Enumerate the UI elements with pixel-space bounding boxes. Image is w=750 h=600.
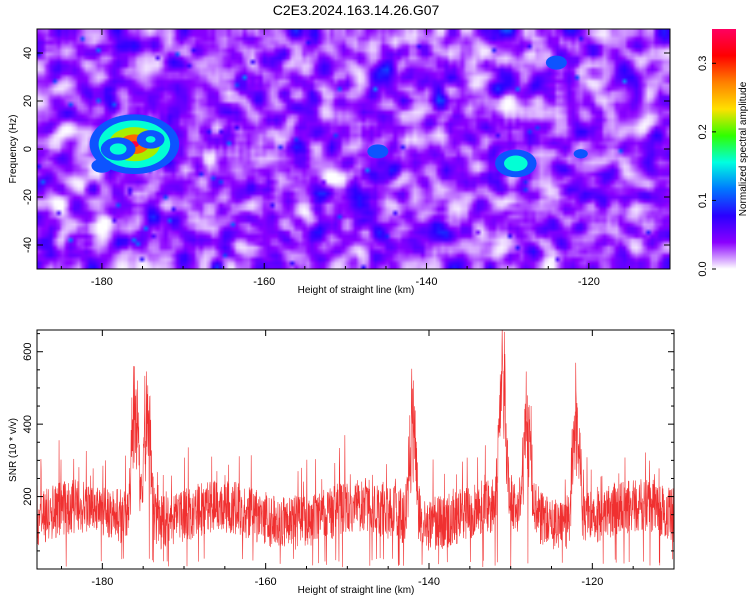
heatmap-hotspot-7-ring-0	[545, 55, 567, 70]
snr-ytick-label: 200	[22, 487, 34, 505]
heatmap-hotspot-1-ring-1	[109, 143, 127, 155]
heatmap-xtick-label: -160	[253, 276, 275, 288]
colorbar: 0.0 0.1 0.2 0.3 Normalized spectral amplitu…	[697, 29, 749, 277]
snr-xtick-label: -120	[581, 576, 603, 588]
snr-ylabel: SNR (10 * v/v)	[8, 418, 19, 482]
colorbar-tick-label: 0.3	[697, 56, 709, 71]
heatmap-hotspot-3-ring-1	[504, 155, 528, 172]
snr-xtick-label: -180	[91, 576, 113, 588]
colorbar-label: Normalized spectral amplitude	[738, 81, 749, 216]
snr-ytick-label: 400	[22, 415, 34, 433]
snr-panel: -180 -160 -140 -120 200 400 600 Height of stra…	[8, 329, 675, 596]
heatmap-xlabel: Height of straight line (km)	[298, 285, 415, 296]
heatmap-panel: -180 -160 -140 -120 -40 -20 0 20 40 Height of st…	[8, 28, 671, 296]
snr-xtick-label: -140	[418, 576, 440, 588]
colorbar-tick-label: 0.1	[697, 193, 709, 208]
colorbar-tick-label: 0.0	[697, 261, 709, 276]
heatmap-xtick-label: -140	[416, 276, 438, 288]
snr-frame	[36, 329, 675, 570]
heatmap-hotspot-2-ring-1	[145, 136, 156, 143]
heatmap-xtick-label: -120	[578, 276, 600, 288]
colorbar-tick-label: 0.2	[697, 124, 709, 139]
snr-series-line	[37, 330, 674, 568]
heatmap-ylabel: Frequency (Hz)	[8, 115, 19, 184]
heatmap-hotspot-5-ring-0	[573, 149, 588, 159]
snr-xtick-label: -160	[255, 576, 277, 588]
heatmap-ytick-label: 0	[22, 146, 34, 152]
heatmap-ytick-label: 20	[22, 95, 34, 107]
colorbar-gradient	[712, 29, 736, 269]
heatmap-ytick-label: 40	[22, 47, 34, 59]
heatmap-ytick-label: -40	[22, 237, 34, 253]
colorbar-ticks: 0.0 0.1 0.2 0.3	[697, 56, 716, 277]
heatmap-hotspot-4-ring-0	[367, 144, 389, 159]
heatmap-xtick-label: -180	[91, 276, 113, 288]
snr-xlabel: Height of straight line (km)	[298, 585, 415, 596]
heatmap-hotspot-6-ring-0	[91, 158, 113, 173]
snr-ytick-label: 600	[22, 343, 34, 361]
heatmap-hotspots	[89, 55, 588, 178]
heatmap-ticks: -180 -160 -140 -120 -40 -20 0 20 40	[22, 29, 671, 288]
snr-ticks: -180 -160 -140 -120 200 400 600	[22, 330, 675, 588]
figure-title: C2E3.2024.163.14.26.G07	[273, 2, 440, 18]
heatmap-ytick-label: -20	[22, 189, 34, 205]
